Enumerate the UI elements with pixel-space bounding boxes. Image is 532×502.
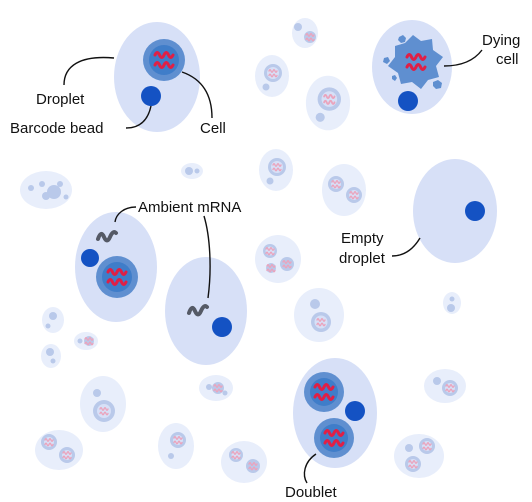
cell-nucleus [149, 45, 179, 75]
small-droplet [255, 235, 301, 283]
background-droplets [20, 18, 466, 483]
barcode-bead [345, 401, 365, 421]
cell-fragment [433, 80, 442, 89]
small-droplet [74, 332, 98, 350]
small-droplet [322, 164, 366, 216]
ambient-leader-line-2 [203, 215, 211, 299]
droplet-ambient-only [165, 257, 247, 365]
small-droplet [20, 171, 72, 209]
small-droplet [443, 292, 461, 314]
droplet-leader-line [63, 56, 115, 86]
empty-label-line1: Empty [341, 230, 384, 247]
droplet-cell-ambient [75, 212, 157, 322]
small-droplet [80, 376, 126, 432]
droplet-doublet [293, 358, 377, 468]
cell-fragment [398, 35, 406, 43]
droplet-label: Droplet [36, 91, 85, 108]
small-droplet [424, 369, 466, 403]
ambient-leader-line-1 [114, 206, 137, 223]
droplet-with-cell [114, 22, 200, 132]
cell-nucleus [320, 424, 348, 452]
dying-leader-line [443, 49, 483, 67]
empty-label-line2: droplet [339, 250, 386, 267]
doublet-leader-line [303, 453, 317, 484]
barcode-bead [81, 249, 99, 267]
barcode-bead-label: Barcode bead [10, 120, 103, 137]
small-droplet [259, 149, 293, 191]
small-droplet [255, 55, 289, 97]
cell-fragment [392, 75, 397, 81]
small-droplet [42, 307, 64, 333]
empty-leader-line [391, 237, 421, 257]
small-droplet [394, 434, 444, 478]
small-droplet [35, 430, 83, 470]
small-droplet [199, 375, 233, 401]
barcode-bead [398, 91, 418, 111]
barcode-bead [212, 317, 232, 337]
cell-nucleus [102, 262, 132, 292]
small-droplet [221, 441, 267, 483]
cell-label: Cell [200, 120, 226, 137]
small-droplet [158, 423, 194, 469]
bead-leader-line [125, 105, 152, 129]
barcode-bead [141, 86, 161, 106]
doublet-label: Doublet [285, 484, 338, 501]
dying-label-line1: Dying [482, 32, 520, 49]
dying-cell [388, 35, 443, 89]
barcode-bead [465, 201, 485, 221]
small-droplet [306, 76, 350, 131]
cell-fragment [383, 57, 390, 64]
dying-label-line2: cell [496, 51, 519, 68]
droplet-empty [413, 159, 497, 263]
droplet-dying-cell [372, 20, 452, 114]
small-droplet [292, 18, 318, 48]
cell-nucleus [310, 378, 338, 406]
small-droplet [41, 344, 61, 368]
ambient-mrna-label: Ambient mRNA [138, 199, 241, 216]
small-droplet [181, 163, 203, 179]
cell-leader-line [181, 71, 213, 119]
small-droplet [294, 288, 344, 342]
